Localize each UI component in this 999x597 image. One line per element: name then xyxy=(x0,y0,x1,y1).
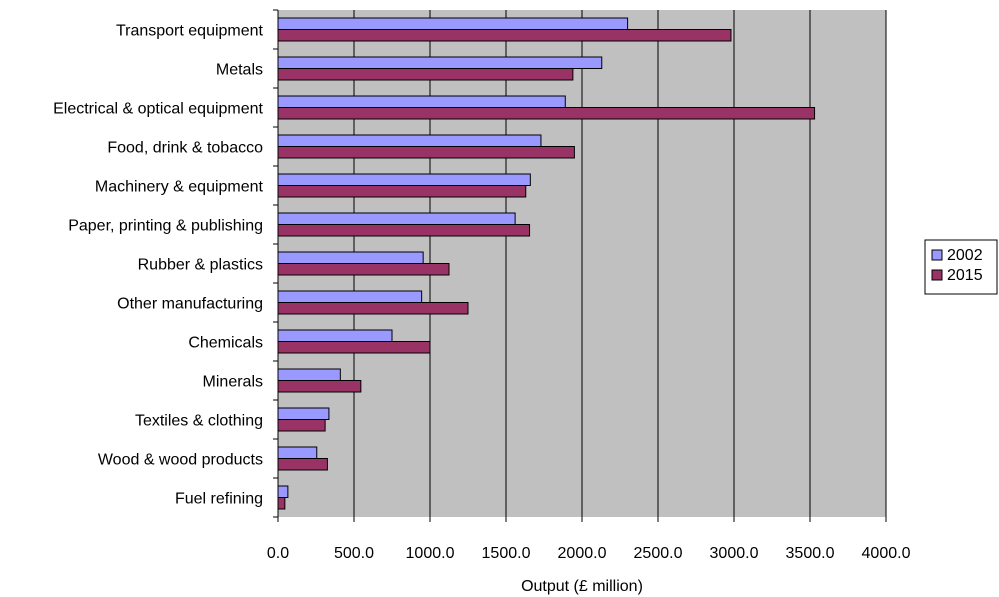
bar-2002-rubber-plastics xyxy=(277,251,424,264)
category-label: Minerals xyxy=(203,374,263,391)
category-label: Metals xyxy=(216,62,263,79)
legend-swatch-2015 xyxy=(931,269,943,281)
legend-swatch-2002 xyxy=(931,249,943,261)
x-tick-label: 2500.0 xyxy=(634,545,683,562)
x-tick-labels: 0.0 500.0 1000.0 1500.0 2000.0 2500.0 3000.0 35… xyxy=(267,545,911,562)
bar-2015-wood-wood-products xyxy=(277,458,328,471)
category-label: Other manufacturing xyxy=(117,296,263,313)
bar-2002-other-manufacturing xyxy=(277,290,423,303)
bar-2002-food-drink-tobacco xyxy=(277,134,542,147)
bar-2002-chemicals xyxy=(277,329,393,342)
bar-2015-metals xyxy=(277,68,574,81)
bar-2015-electrical-optical-equipment xyxy=(277,107,816,120)
legend-label-2015: 2015 xyxy=(947,267,983,284)
bar-2015-paper-printing-publishing xyxy=(277,224,531,237)
x-tick-label: 3500.0 xyxy=(786,545,835,562)
bar-2002-textiles-clothing xyxy=(277,407,330,420)
bar-2002-fuel-refining xyxy=(277,485,289,498)
bar-2002-wood-wood-products xyxy=(277,446,318,459)
category-label: Paper, printing & publishing xyxy=(68,218,263,235)
bar-2015-food-drink-tobacco xyxy=(277,146,575,159)
legend-box xyxy=(924,239,998,295)
category-labels: Transport equipment Metals Electrical & op… xyxy=(53,23,263,508)
legend-label-2002: 2002 xyxy=(947,247,983,264)
bar-2015-chemicals xyxy=(277,341,431,354)
category-label: Wood & wood products xyxy=(98,452,263,469)
x-tick-label: 0.0 xyxy=(267,545,289,562)
bar-2002-metals xyxy=(277,56,603,69)
bar-2002-electrical-optical-equipment xyxy=(277,95,566,108)
bar-2015-fuel-refining xyxy=(277,497,286,510)
bar-2015-textiles-clothing xyxy=(277,419,326,432)
bar-2002-minerals xyxy=(277,368,341,381)
x-tick-label: 500.0 xyxy=(334,545,374,562)
bar-2015-machinery-equipment xyxy=(277,185,527,198)
x-tick-label: 1000.0 xyxy=(406,545,455,562)
category-label: Food, drink & tobacco xyxy=(107,140,263,157)
category-label: Machinery & equipment xyxy=(95,179,264,196)
bar-2015-other-manufacturing xyxy=(277,302,469,315)
bar-2002-machinery-equipment xyxy=(277,173,531,186)
bar-2002-transport-equipment xyxy=(277,17,629,30)
category-label: Rubber & plastics xyxy=(138,257,263,274)
bar-2015-minerals xyxy=(277,380,362,393)
category-label: Chemicals xyxy=(188,335,263,352)
category-label: Fuel refining xyxy=(175,491,263,508)
x-axis-title: Output (£ million) xyxy=(521,578,643,595)
category-label: Transport equipment xyxy=(116,23,264,40)
category-label: Electrical & optical equipment xyxy=(53,101,263,118)
bar-2015-transport-equipment xyxy=(277,29,732,42)
x-tick-label: 4000.0 xyxy=(862,545,911,562)
category-label: Textiles & clothing xyxy=(135,413,263,430)
x-tick-label: 1500.0 xyxy=(482,545,531,562)
x-tick-label: 3000.0 xyxy=(710,545,759,562)
x-tick-label: 2000.0 xyxy=(558,545,607,562)
bar-2015-rubber-plastics xyxy=(277,263,450,276)
bar-2002-paper-printing-publishing xyxy=(277,212,516,225)
legend: 2002 2015 xyxy=(924,239,998,295)
